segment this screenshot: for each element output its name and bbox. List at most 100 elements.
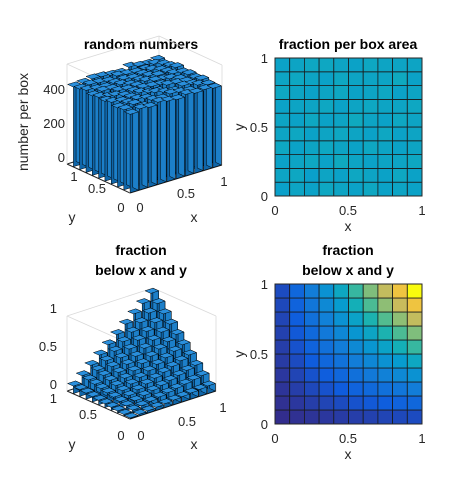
p2-cell — [303, 57, 320, 73]
p2-cell — [377, 181, 393, 197]
p2-axes-box — [274, 57, 423, 197]
p4-cell — [289, 381, 305, 397]
p4-x-tick-0: 0 — [271, 431, 278, 446]
p4-y-tick-0.5: 0.5 — [250, 347, 268, 362]
p4-cell — [362, 395, 379, 411]
p2-cell — [406, 71, 423, 87]
p2-cell — [348, 126, 364, 142]
p2-y-label: y — [231, 124, 247, 131]
p4-cell — [289, 409, 305, 425]
p3-z-tick-0: 0 — [50, 377, 57, 392]
p4-cell — [348, 381, 364, 397]
title-p4-line1: fraction — [322, 242, 373, 258]
p4-cell — [318, 325, 335, 341]
p4-cell — [377, 325, 393, 341]
p4-cell — [406, 339, 423, 355]
p2-cell — [333, 154, 349, 169]
p2-cell — [377, 71, 393, 87]
p4-cell — [392, 311, 408, 327]
p4-cell — [274, 409, 291, 425]
p2-cell — [289, 154, 305, 169]
p2-cell — [333, 57, 349, 73]
p2-cell — [274, 126, 291, 142]
p4-cell — [303, 395, 320, 411]
p2-cell — [362, 167, 379, 183]
p4-cell — [348, 353, 364, 369]
p3-bar — [166, 394, 182, 406]
p4-cell — [392, 297, 408, 313]
p2-cell — [289, 57, 305, 73]
p2-cell — [289, 85, 305, 100]
p4-cell — [289, 395, 305, 411]
p2-cell — [333, 112, 349, 128]
p2-heatmap-cells — [274, 57, 423, 197]
p2-cell — [406, 99, 423, 114]
p2-cell — [392, 126, 408, 142]
p3-y-label: y — [69, 436, 76, 452]
p2-cell — [348, 140, 364, 156]
p4-cell — [348, 367, 364, 383]
p2-cell — [348, 57, 364, 73]
p2-cell — [318, 57, 335, 73]
p2-cell — [348, 112, 364, 128]
p4-cell — [274, 381, 291, 397]
p4-cell — [303, 311, 320, 327]
p2-cell — [303, 167, 320, 183]
p2-cell — [274, 140, 291, 156]
p2-y-tick-1: 1 — [261, 51, 268, 66]
p4-cell — [362, 283, 379, 299]
p2-cell — [318, 126, 335, 142]
p4-cell — [289, 353, 305, 369]
p4-cell — [348, 297, 364, 313]
p2-cell — [289, 71, 305, 87]
p2-cell — [289, 167, 305, 183]
p4-cell — [318, 297, 335, 313]
p4-cell — [362, 325, 379, 341]
p4-cell — [333, 297, 349, 313]
p3-bar — [149, 401, 165, 411]
p2-cell — [303, 112, 320, 128]
p4-cell — [362, 367, 379, 383]
p2-cell — [318, 85, 335, 100]
p4-cell — [303, 339, 320, 355]
p2-cell — [362, 57, 379, 73]
p2-cell — [274, 181, 291, 197]
p4-cell — [333, 409, 349, 425]
p4-cell — [318, 409, 335, 425]
p2-cell — [303, 99, 320, 114]
p2-x-tick-1: 1 — [418, 203, 425, 218]
p2-cell — [289, 126, 305, 142]
p4-axes-box — [274, 283, 423, 425]
p4-cell — [392, 283, 408, 299]
p4-cell — [318, 339, 335, 355]
p4-cell — [377, 297, 393, 313]
p4-cell — [406, 311, 423, 327]
p1-y-tick-0: 0 — [117, 200, 124, 215]
p3-y-tick-0.5: 0.5 — [79, 407, 97, 422]
p2-cell — [392, 112, 408, 128]
p4-cell — [348, 283, 364, 299]
p4-cell — [289, 367, 305, 383]
p4-heatmap-cells — [274, 283, 423, 425]
p4-cell — [274, 353, 291, 369]
p4-cell — [348, 395, 364, 411]
p2-cell — [274, 57, 291, 73]
p1-bar — [169, 94, 186, 180]
p4-cell — [333, 353, 349, 369]
p4-cell — [274, 297, 291, 313]
p1-x-label: x — [191, 209, 198, 225]
p2-cell — [377, 112, 393, 128]
p2-cell — [362, 181, 379, 197]
p2-cell — [274, 99, 291, 114]
p2-cell — [289, 99, 305, 114]
p2-cell — [333, 126, 349, 142]
p2-cell — [392, 140, 408, 156]
p2-y-tick-0.5: 0.5 — [250, 120, 268, 135]
p4-cell — [377, 353, 393, 369]
title-fraction-per-box-area: fraction per box area — [279, 36, 418, 52]
p2-cell — [362, 71, 379, 87]
p4-cell — [303, 367, 320, 383]
p4-cell — [274, 311, 291, 327]
p4-cell — [406, 283, 423, 299]
p4-cell — [274, 283, 291, 299]
